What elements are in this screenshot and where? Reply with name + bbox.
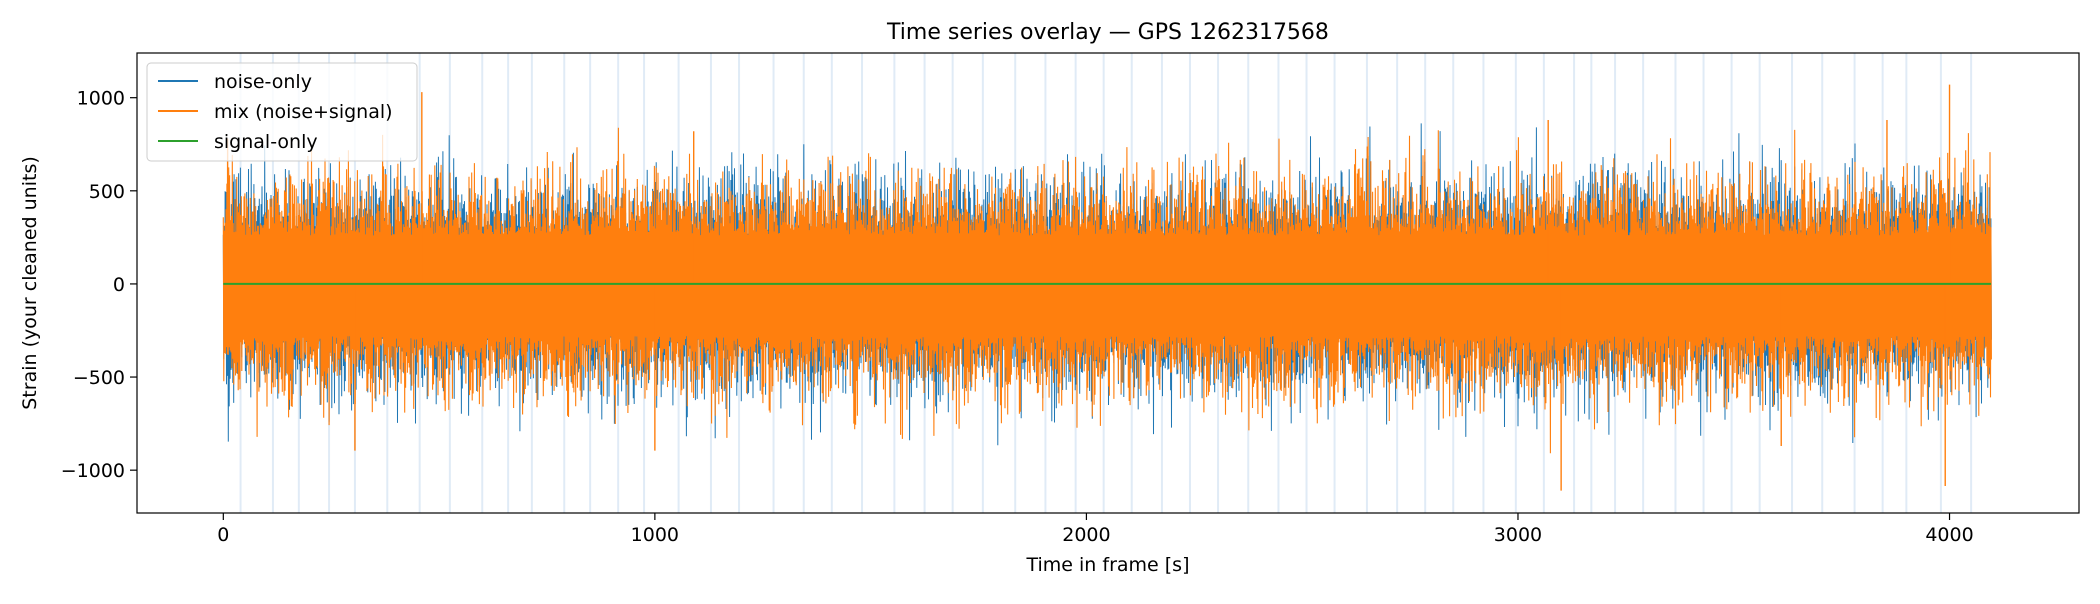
series-lines — [222, 84, 1992, 491]
series-mix-line — [222, 127, 1992, 454]
legend: noise-only mix (noise+signal) signal-onl… — [146, 62, 418, 162]
y-axis-label: Strain (your cleaned units) — [19, 156, 41, 410]
y-tick-label: −1000 — [61, 460, 125, 482]
x-tick-label: 4000 — [1925, 524, 1973, 546]
x-axis-label: Time in frame [s] — [1025, 554, 1189, 576]
x-tick-label: 3000 — [1494, 524, 1542, 546]
plot-frame — [136, 52, 2080, 514]
x-tick-label: 2000 — [1062, 524, 1110, 546]
legend-label-signal-only: signal-only — [214, 131, 318, 153]
x-axis: 0 1000 2000 3000 4000 — [217, 513, 1974, 546]
x-tick-label: 1000 — [631, 524, 679, 546]
chart-title: Time series overlay — GPS 1262317568 — [886, 20, 1329, 45]
legend-label-mix: mix (noise+signal) — [214, 101, 393, 123]
y-tick-label: 1000 — [77, 88, 125, 110]
y-axis: −1000 −500 0 500 1000 — [61, 88, 137, 482]
x-tick-label: 0 — [217, 524, 229, 546]
y-tick-label: 500 — [89, 181, 125, 203]
y-tick-label: 0 — [113, 274, 125, 296]
legend-label-noise-only: noise-only — [214, 71, 312, 93]
legend-box — [146, 62, 418, 162]
y-tick-label: −500 — [73, 367, 125, 389]
